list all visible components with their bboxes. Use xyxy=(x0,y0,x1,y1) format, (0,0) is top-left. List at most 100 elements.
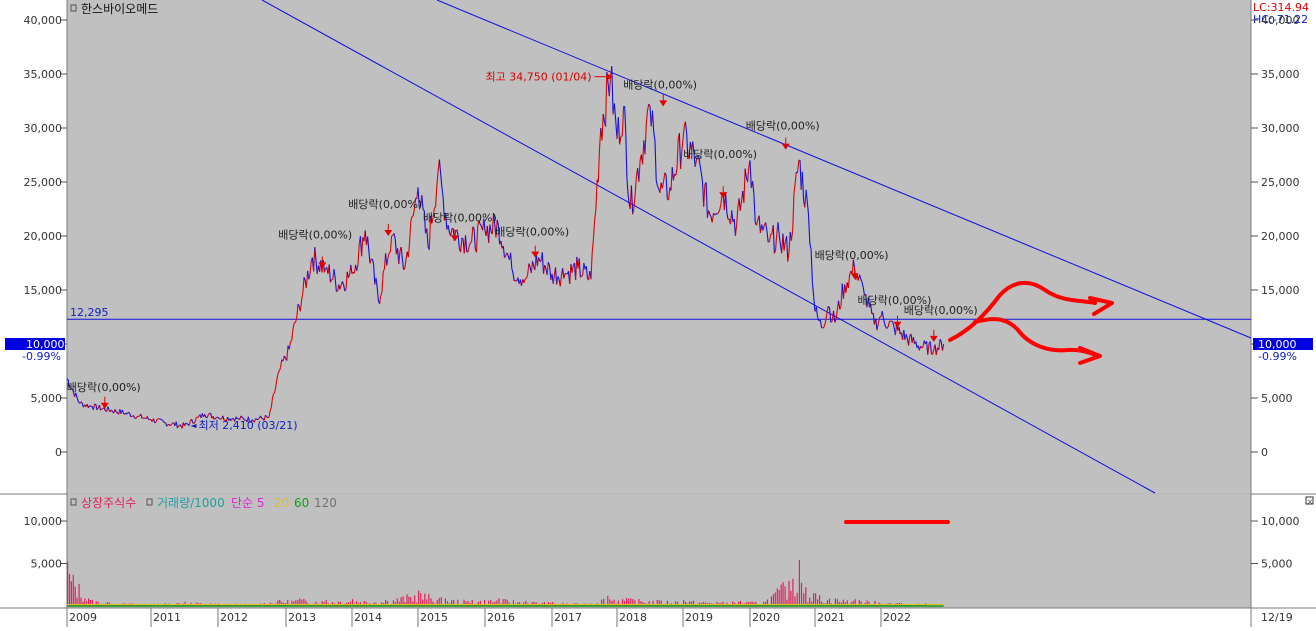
price-tick-label-right: 25,000 xyxy=(1261,176,1300,189)
volume-bar xyxy=(683,600,684,606)
price-tick-label-right: 40,000 xyxy=(1261,14,1300,27)
volume-bar xyxy=(291,601,292,606)
volume-bar xyxy=(75,587,76,606)
year-label: 2017 xyxy=(554,611,582,624)
chart-title: 한스바이오메드 xyxy=(81,2,158,16)
volume-tick-label-left: 10,000 xyxy=(24,515,63,528)
volume-bar xyxy=(422,600,423,606)
volume-bar xyxy=(853,601,854,606)
volume-bar xyxy=(783,582,784,606)
volume-legend-item: 단순 5 xyxy=(231,496,265,510)
price-tick-label-left: 40,000 xyxy=(24,14,63,27)
volume-bar xyxy=(843,600,844,606)
volume-bar xyxy=(827,600,828,606)
volume-legend-item: 120 xyxy=(314,496,337,510)
ex-dividend-label: 배당락(0,00%) xyxy=(683,148,757,161)
price-tick-label-right: 15,000 xyxy=(1261,284,1300,297)
volume-bar xyxy=(667,601,668,606)
volume-bar xyxy=(693,601,694,606)
year-label: 2013 xyxy=(288,611,316,624)
min-price-annotation: 최저 2,410 (03/21) xyxy=(199,419,298,432)
volume-tick-label-right: 5,000 xyxy=(1261,558,1293,571)
volume-bar xyxy=(480,601,481,606)
price-segment xyxy=(102,408,103,409)
price-segment xyxy=(242,417,243,418)
volume-bar xyxy=(463,600,464,606)
volume-bar xyxy=(788,581,789,606)
volume-bar xyxy=(634,600,635,606)
volume-bar xyxy=(277,600,278,606)
price-segment xyxy=(162,420,163,421)
volume-bar xyxy=(792,579,793,606)
ex-dividend-label: 배당락(0,00%) xyxy=(423,211,497,224)
volume-bar xyxy=(305,601,306,606)
volume-bar xyxy=(90,600,91,606)
year-label: 2011 xyxy=(153,611,181,624)
price-segment xyxy=(580,276,581,277)
price-segment xyxy=(90,406,91,407)
price-segment xyxy=(161,419,162,420)
year-label: 2022 xyxy=(883,611,911,624)
volume-bar xyxy=(426,599,427,606)
volume-bar xyxy=(364,601,365,606)
volume-bar xyxy=(322,601,323,606)
volume-bar xyxy=(295,600,296,606)
price-tick-label-right: 20,000 xyxy=(1261,230,1300,243)
volume-bar xyxy=(490,600,491,606)
volume-panel[interactable] xyxy=(67,495,1251,608)
year-label: 2016 xyxy=(487,611,515,624)
price-tick-label-right: 30,000 xyxy=(1261,122,1300,135)
volume-bar xyxy=(67,562,68,606)
volume-bar xyxy=(484,600,485,606)
volume-bar xyxy=(488,601,489,606)
volume-bar xyxy=(287,600,288,606)
close-icon-glyph: × xyxy=(1307,498,1313,506)
volume-bar xyxy=(418,591,419,606)
price-segment xyxy=(170,425,171,426)
price-tick-label-left: 5,000 xyxy=(31,392,63,405)
year-label: 2020 xyxy=(752,611,780,624)
price-segment xyxy=(155,422,156,423)
current-change-left: -0.99% xyxy=(22,350,61,363)
volume-bar xyxy=(786,600,787,606)
price-segment xyxy=(768,241,769,242)
volume-bar xyxy=(777,588,778,606)
year-label: 2019 xyxy=(685,611,713,624)
price-tick-label-right: 5,000 xyxy=(1261,392,1293,405)
volume-bar xyxy=(451,600,452,606)
price-tick-label-right: 35,000 xyxy=(1261,68,1300,81)
volume-bar xyxy=(799,560,800,606)
volume-bar xyxy=(859,600,860,606)
volume-bar xyxy=(781,585,782,607)
price-segment xyxy=(196,417,197,418)
price-tick-label-left: 15,000 xyxy=(24,284,63,297)
volume-bar xyxy=(775,593,776,606)
year-label: 2012 xyxy=(220,611,248,624)
price-segment xyxy=(198,417,199,418)
ex-dividend-label: 배당락(0,00%) xyxy=(495,226,569,239)
price-segment xyxy=(389,252,390,253)
volume-bar xyxy=(609,599,610,606)
volume-bar xyxy=(279,600,280,606)
year-label: 2021 xyxy=(817,611,845,624)
volume-legend-item: 60 xyxy=(294,496,309,510)
ex-dividend-label: 배당락(0,00%) xyxy=(348,198,422,211)
volume-bar xyxy=(805,587,806,606)
year-label: 2015 xyxy=(420,611,448,624)
volume-bar xyxy=(301,600,302,607)
volume-bar xyxy=(653,601,654,606)
max-price-annotation: 최고 34,750 (01/04) xyxy=(486,71,592,84)
volume-bar xyxy=(297,600,298,606)
price-segment xyxy=(336,291,337,292)
volume-bar xyxy=(326,600,327,606)
volume-bar xyxy=(779,590,780,606)
price-tick-label-left: 35,000 xyxy=(24,68,63,81)
volume-bar xyxy=(790,591,791,606)
reference-price-label: 12,295 xyxy=(70,306,109,319)
volume-bar xyxy=(507,600,508,606)
volume-bar xyxy=(513,600,514,606)
volume-legend-item: 상장주식수 xyxy=(81,496,136,510)
volume-bar xyxy=(601,600,602,606)
